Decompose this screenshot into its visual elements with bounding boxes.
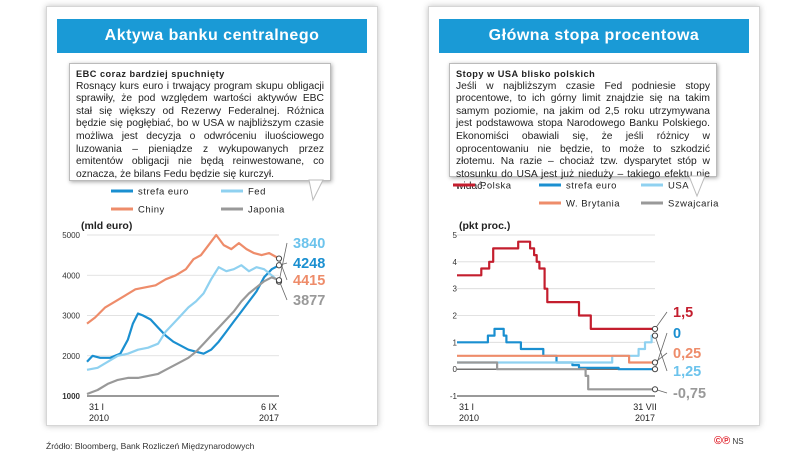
end-marker [275, 255, 283, 262]
series-line [457, 361, 655, 391]
end-value-label: 1,25 [673, 364, 701, 380]
end-marker [275, 277, 283, 284]
end-value-label: 0 [673, 326, 681, 342]
note-box: Stopy w USA blisko polskich Jeśli w najb… [449, 63, 717, 192]
legend-label: Fed [248, 187, 266, 198]
end-marker [651, 359, 659, 366]
x-tick-label: 31 I [89, 402, 104, 412]
legend-label: USA [668, 181, 689, 192]
legend-label: strefa euro [566, 181, 617, 192]
note-box: EBC coraz bardziej spuchnięty Rosnący ku… [69, 63, 331, 181]
end-marker [651, 386, 659, 393]
x-tick-label: 6 IX [261, 402, 277, 412]
y-tick-label: 3000 [62, 312, 80, 321]
x-tick-label: 2017 [635, 413, 655, 423]
logo-text: NS [732, 437, 744, 446]
panel-title: Główna stopa procentowa [439, 19, 749, 53]
end-marker [651, 332, 659, 339]
note-pointer [688, 175, 706, 198]
x-tick-label: 31 VII [633, 402, 657, 412]
legend-label: strefa euro [138, 187, 189, 198]
y-tick-label: 2 [453, 312, 458, 321]
end-value-label: 1,5 [673, 305, 693, 321]
legend-label: Polska [480, 181, 512, 192]
label-leader [278, 280, 288, 301]
y-tick-label: 1000 [62, 392, 80, 401]
end-value-label: 4415 [293, 273, 325, 289]
end-value-label: -0,75 [673, 386, 706, 402]
label-leader [278, 242, 288, 282]
series-line [86, 276, 280, 396]
note-pointer [308, 179, 324, 202]
series-line [86, 233, 280, 325]
y-tick-label: 3 [453, 285, 458, 294]
series-line [457, 327, 655, 371]
y-tick-label: -1 [450, 392, 458, 401]
x-tick-label: 31 I [459, 402, 474, 412]
y-tick-label: 1 [453, 338, 458, 347]
source-note: Źródło: Bloomberg, Bank Rozliczeń Między… [46, 441, 255, 451]
note-title: Stopy w USA blisko polskich [456, 69, 596, 79]
y-tick-label: 0 [453, 365, 458, 374]
label-leader [654, 311, 668, 330]
y-tick-label: 5000 [62, 231, 80, 240]
series-line [457, 240, 655, 330]
panel-main-interest-rate: Główna stopa procentowa Stopy w USA blis… [428, 6, 760, 426]
y-tick-label: 2000 [62, 352, 80, 361]
x-tick-label: 2017 [259, 413, 279, 423]
series-line [86, 264, 280, 371]
legend-label: Japonia [248, 205, 285, 216]
y-axis-label: (pkt proc.) [459, 220, 510, 232]
note-body: Rosnący kurs euro i trwający program sku… [76, 80, 324, 180]
end-value-label: 3840 [293, 236, 325, 252]
end-value-label: 3877 [293, 293, 325, 309]
legend-label: W. Brytania [566, 199, 620, 210]
end-value-label: 0,25 [673, 346, 701, 362]
y-axis-label: (mld euro) [81, 220, 132, 232]
legend-label: Chiny [138, 205, 165, 216]
x-tick-label: 2010 [89, 413, 109, 423]
series-line [457, 334, 655, 364]
end-marker [651, 366, 659, 373]
series-line [86, 264, 280, 363]
panel-central-bank-assets: Aktywa banku centralnego EBC coraz bardz… [46, 6, 378, 426]
label-leader [654, 335, 668, 372]
end-value-label: 4248 [293, 256, 325, 272]
note-body: Jeśli w najbliższym czasie Fed podniesie… [456, 80, 710, 193]
end-marker [651, 325, 659, 333]
legend-label: Szwajcaria [668, 199, 719, 210]
y-tick-label: 4000 [62, 271, 80, 280]
y-tick-label: 5 [453, 231, 458, 240]
x-tick-label: 2010 [459, 413, 479, 423]
label-leader [278, 258, 288, 281]
logo-mark: ©℗ [714, 435, 731, 447]
y-tick-label: 4 [453, 258, 458, 267]
note-title: EBC coraz bardziej spuchnięty [76, 69, 225, 79]
publisher-logo: ©℗ NS [714, 435, 744, 447]
series-line [457, 354, 655, 364]
panel-title: Aktywa banku centralnego [57, 19, 367, 53]
